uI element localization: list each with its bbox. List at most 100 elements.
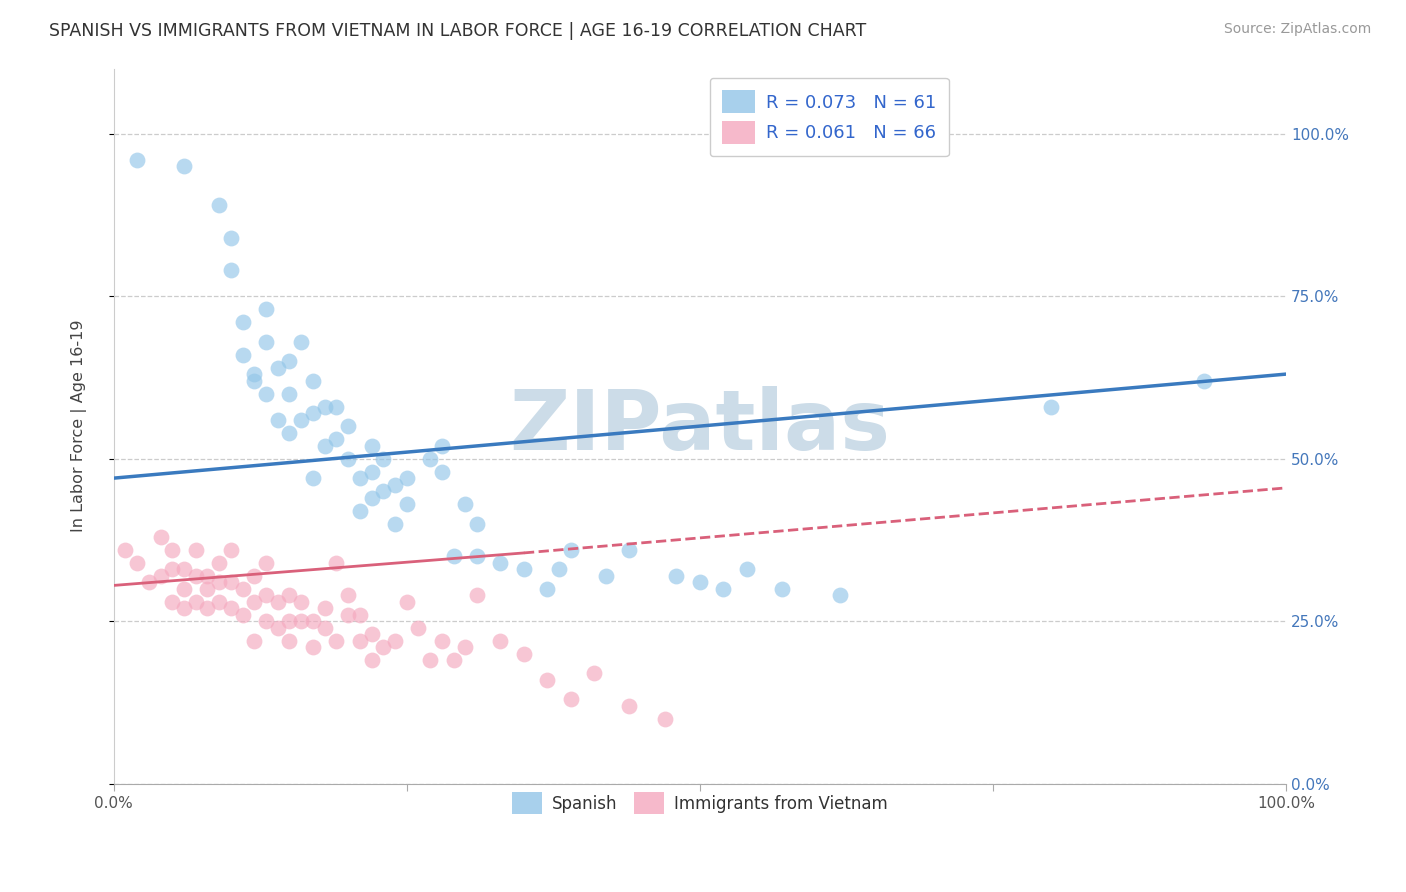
Point xyxy=(278,633,301,648)
Point xyxy=(384,516,406,531)
Point xyxy=(232,582,254,596)
Point xyxy=(665,568,688,582)
Point xyxy=(149,568,172,582)
Point xyxy=(184,595,207,609)
Point xyxy=(208,556,231,570)
Point xyxy=(689,575,711,590)
Text: Source: ZipAtlas.com: Source: ZipAtlas.com xyxy=(1223,22,1371,37)
Point xyxy=(430,465,453,479)
Point xyxy=(219,263,242,277)
Point xyxy=(1040,400,1063,414)
Point xyxy=(314,621,336,635)
Point xyxy=(208,575,231,590)
Point xyxy=(384,477,406,491)
Point xyxy=(267,360,290,375)
Y-axis label: In Labor Force | Age 16-19: In Labor Force | Age 16-19 xyxy=(72,320,87,533)
Point xyxy=(830,588,852,602)
Point xyxy=(125,153,148,167)
Legend: Spanish, Immigrants from Vietnam: Spanish, Immigrants from Vietnam xyxy=(501,780,900,825)
Point xyxy=(360,491,382,505)
Point xyxy=(430,633,453,648)
Point xyxy=(243,595,266,609)
Point xyxy=(173,582,195,596)
Point xyxy=(489,633,512,648)
Point xyxy=(711,582,734,596)
Point xyxy=(1192,374,1215,388)
Point xyxy=(219,601,242,615)
Point xyxy=(243,633,266,648)
Point xyxy=(162,562,184,576)
Point xyxy=(349,503,371,517)
Point xyxy=(267,621,290,635)
Point xyxy=(337,607,360,622)
Point xyxy=(583,666,606,681)
Point xyxy=(314,439,336,453)
Point xyxy=(184,542,207,557)
Point xyxy=(162,595,184,609)
Point xyxy=(349,471,371,485)
Point xyxy=(219,575,242,590)
Text: SPANISH VS IMMIGRANTS FROM VIETNAM IN LABOR FORCE | AGE 16-19 CORRELATION CHART: SPANISH VS IMMIGRANTS FROM VIETNAM IN LA… xyxy=(49,22,866,40)
Point xyxy=(267,595,290,609)
Point xyxy=(325,556,347,570)
Point xyxy=(219,230,242,244)
Point xyxy=(325,432,347,446)
Point xyxy=(302,406,325,420)
Point xyxy=(595,568,617,582)
Point xyxy=(243,374,266,388)
Point xyxy=(232,348,254,362)
Point xyxy=(443,653,465,667)
Point xyxy=(454,640,477,655)
Point xyxy=(173,159,195,173)
Point xyxy=(513,562,536,576)
Point xyxy=(360,465,382,479)
Point xyxy=(173,601,195,615)
Point xyxy=(302,640,325,655)
Point xyxy=(232,607,254,622)
Point xyxy=(278,614,301,628)
Point xyxy=(290,595,312,609)
Point xyxy=(254,302,277,317)
Point xyxy=(254,556,277,570)
Point xyxy=(489,556,512,570)
Point xyxy=(243,568,266,582)
Point xyxy=(454,497,477,511)
Point xyxy=(770,582,793,596)
Point xyxy=(419,653,441,667)
Point xyxy=(208,595,231,609)
Point xyxy=(513,647,536,661)
Point xyxy=(197,582,219,596)
Point xyxy=(219,542,242,557)
Point xyxy=(325,633,347,648)
Point xyxy=(465,549,488,564)
Point xyxy=(325,400,347,414)
Point xyxy=(536,673,558,687)
Point xyxy=(208,198,231,212)
Point xyxy=(395,497,418,511)
Point xyxy=(278,425,301,440)
Point xyxy=(243,367,266,381)
Point xyxy=(373,451,395,466)
Point xyxy=(197,568,219,582)
Point xyxy=(149,530,172,544)
Point xyxy=(138,575,160,590)
Point xyxy=(254,334,277,349)
Point xyxy=(337,451,360,466)
Point xyxy=(395,595,418,609)
Point xyxy=(337,588,360,602)
Point xyxy=(560,692,582,706)
Point xyxy=(373,484,395,499)
Point xyxy=(360,439,382,453)
Point xyxy=(184,568,207,582)
Point xyxy=(290,334,312,349)
Point xyxy=(465,588,488,602)
Point xyxy=(314,400,336,414)
Point xyxy=(360,627,382,641)
Point xyxy=(536,582,558,596)
Point xyxy=(360,653,382,667)
Point xyxy=(267,412,290,426)
Point xyxy=(114,542,136,557)
Point xyxy=(278,354,301,368)
Point xyxy=(173,562,195,576)
Point xyxy=(254,614,277,628)
